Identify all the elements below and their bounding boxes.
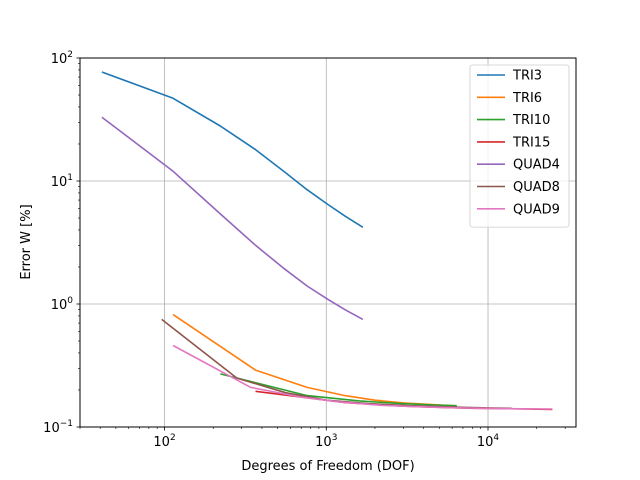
y-tick-label: 10−1 [43,419,73,436]
y-tick-label: 100 [51,296,74,313]
ticks: 102 103 104 10−1 100 101 102 [43,50,566,450]
x-tick-label: 104 [477,433,500,450]
y-tick-label: 102 [51,50,73,67]
x-tick-label: 102 [153,433,175,450]
y-tick-label: 101 [51,173,73,190]
series-line-tri10 [220,373,457,407]
legend: TRI3 TRI6 TRI10 TRI15 QUAD4 QUAD8 QUAD9 [469,64,570,228]
legend-label-quad4: QUAD4 [513,158,560,173]
legend-label-tri15: TRI15 [512,135,550,150]
legend-label-tri6: TRI6 [512,91,542,106]
legend-label-tri3: TRI3 [512,69,542,84]
legend-label-quad8: QUAD8 [513,180,560,195]
x-tick-label: 103 [315,433,337,450]
y-axis-label: Error W [%] [19,204,34,279]
series-line-quad9 [172,344,553,410]
legend-label-quad9: QUAD9 [513,202,560,217]
legend-label-tri10: TRI10 [512,113,550,128]
series-line-tri3 [101,71,364,228]
series-line-quad4 [101,116,364,321]
plot-frame [79,57,577,428]
x-axis-label: Degrees of Freedom (DOF) [241,459,414,474]
plot-lines [101,71,553,411]
